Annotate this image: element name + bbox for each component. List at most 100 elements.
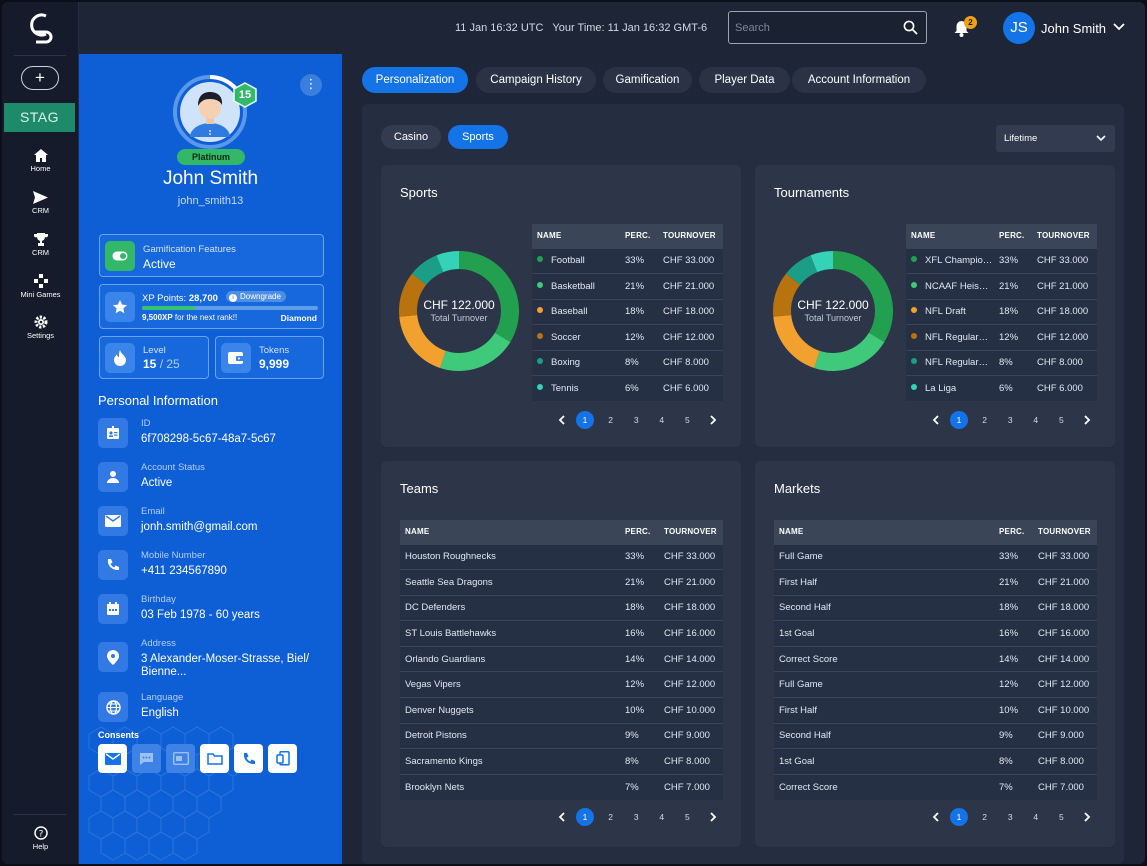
nav-item-crm-trophy[interactable]: CRM: [2, 233, 79, 257]
row-perc: 18%: [620, 594, 659, 621]
next-page-button[interactable]: [704, 411, 722, 429]
chevron-down-icon[interactable]: [1113, 23, 1125, 31]
prev-page-button[interactable]: [927, 411, 945, 429]
info-label: ID: [141, 418, 151, 429]
row-name: Football: [532, 247, 620, 274]
row-name: Seattle Sea Dragons: [400, 569, 620, 596]
tab-personalization[interactable]: Personalization: [362, 67, 468, 93]
next-rank-name: Diamond: [280, 313, 317, 323]
row-turnover: CHF 14.000: [659, 645, 723, 672]
row-name: XFL Champio…: [906, 247, 994, 274]
page-button[interactable]: 5: [1059, 415, 1064, 425]
next-page-button[interactable]: [1078, 808, 1096, 826]
add-button[interactable]: +: [21, 66, 59, 90]
nav-item-home[interactable]: Home: [2, 149, 79, 173]
page-button[interactable]: 4: [1033, 415, 1039, 425]
page-button[interactable]: 2: [982, 812, 987, 822]
page-button[interactable]: 5: [685, 415, 690, 425]
tournaments-table: NAME PERC. TOURNOVER XFL Champio… 33% CHF …: [906, 224, 1097, 401]
row-perc: 8%: [994, 748, 1033, 775]
user-avatar[interactable]: JS: [1003, 12, 1035, 44]
page-button[interactable]: 2: [608, 812, 613, 822]
nav-item-crm-send[interactable]: CRM: [2, 191, 79, 215]
prev-page-button[interactable]: [553, 411, 571, 429]
gamification-card: Gamification Features Active: [99, 234, 324, 277]
total-turnover-value: CHF 122.000: [797, 298, 869, 312]
tab-gamification[interactable]: Gamification: [603, 67, 692, 93]
consent-inbox-toggle[interactable]: [200, 744, 229, 773]
subtab-sports[interactable]: Sports: [448, 125, 508, 149]
page-button[interactable]: 3: [1007, 415, 1013, 425]
row-name: NFL Regular…: [906, 324, 994, 350]
page-button[interactable]: 1: [950, 808, 968, 826]
row-perc: 18%: [620, 298, 658, 325]
consent-sms-toggle[interactable]: [132, 744, 161, 773]
nav-item-settings[interactable]: Settings: [2, 315, 79, 340]
id-card-icon: [98, 418, 128, 448]
level-value: 15 / 25: [143, 357, 180, 371]
page-button[interactable]: 4: [1033, 812, 1039, 822]
subtab-casino[interactable]: Casino: [381, 125, 441, 149]
table-row: Vegas Vipers 12% CHF 12.000: [400, 671, 723, 698]
table-row: Full Game 12% CHF 12.000: [774, 671, 1097, 698]
consent-phone-toggle[interactable]: [234, 744, 263, 773]
user-name[interactable]: John Smith: [1041, 21, 1107, 36]
info-value: +411 234567890: [141, 565, 227, 577]
star-icon: [105, 292, 135, 322]
page-button[interactable]: 2: [982, 415, 987, 425]
tournaments-card: Tournaments CHF 122.000 Total Turnover N…: [755, 165, 1115, 447]
search-input[interactable]: [735, 19, 895, 37]
consent-email-toggle[interactable]: [98, 744, 127, 773]
row-perc: 9%: [620, 722, 659, 749]
consents-title: Consents: [98, 730, 140, 740]
total-turnover-value: CHF 122.000: [423, 298, 495, 312]
row-turnover: CHF 33.000: [1033, 543, 1097, 570]
tab-campaign-history[interactable]: Campaign History: [476, 67, 596, 93]
folder-icon: [206, 753, 223, 765]
search-icon[interactable]: [903, 20, 918, 35]
next-page-button[interactable]: [704, 808, 722, 826]
row-name: Detroit Pistons: [400, 722, 620, 749]
page-button[interactable]: 3: [633, 812, 639, 822]
row-perc: 33%: [994, 543, 1033, 570]
sports-pagination: 1 2 3 4 5: [553, 411, 723, 429]
consent-push-toggle[interactable]: [268, 744, 297, 773]
page-button[interactable]: 1: [950, 411, 968, 429]
table-row: Correct Score 7% CHF 7.000: [774, 773, 1097, 800]
page-button[interactable]: 1: [576, 411, 594, 429]
row-name: ST Louis Battlehawks: [400, 620, 620, 647]
tab-player-data[interactable]: Player Data: [699, 67, 790, 93]
more-options-button[interactable]: ⋮: [300, 74, 322, 96]
donut-slice: [440, 332, 511, 371]
page-button[interactable]: 5: [1059, 812, 1064, 822]
page-button[interactable]: 3: [633, 415, 639, 425]
table-row: Baseball 18% CHF 18.000: [532, 298, 723, 325]
table-row: First Half 10% CHF 10.000: [774, 697, 1097, 724]
row-turnover: CHF 8.000: [1032, 349, 1097, 376]
row-name: NFL Draft: [906, 298, 994, 325]
page-button[interactable]: 4: [659, 415, 665, 425]
prev-page-button[interactable]: [927, 808, 945, 826]
next-page-button[interactable]: [1078, 411, 1096, 429]
legend-dot: [537, 307, 543, 314]
search-box[interactable]: [728, 11, 927, 44]
period-select[interactable]: Lifetime: [996, 125, 1115, 152]
page-button[interactable]: 2: [608, 415, 613, 425]
page-button[interactable]: 5: [685, 812, 690, 822]
page-button[interactable]: 4: [659, 812, 665, 822]
consent-web-toggle[interactable]: [166, 744, 195, 773]
donut-slice: [810, 251, 833, 273]
info-value: 03 Feb 1978 - 60 years: [141, 609, 260, 621]
nav-item-mini-games[interactable]: Mini Games: [2, 274, 79, 299]
page-button[interactable]: 1: [576, 808, 594, 826]
total-turnover-label: Total Turnover: [804, 313, 862, 323]
downgrade-badge[interactable]: i Downgrade: [226, 291, 286, 302]
help-button[interactable]: ? Help: [2, 826, 79, 851]
toggle-icon: [105, 241, 135, 271]
clock-display: 11 Jan 16:32 UTC Your Time: 11 Jan 16:32…: [455, 22, 708, 34]
phone-icon: [98, 550, 128, 580]
level-label: Level: [143, 345, 166, 356]
tab-account-information[interactable]: Account Information: [792, 67, 926, 93]
page-button[interactable]: 3: [1007, 812, 1013, 822]
prev-page-button[interactable]: [553, 808, 571, 826]
